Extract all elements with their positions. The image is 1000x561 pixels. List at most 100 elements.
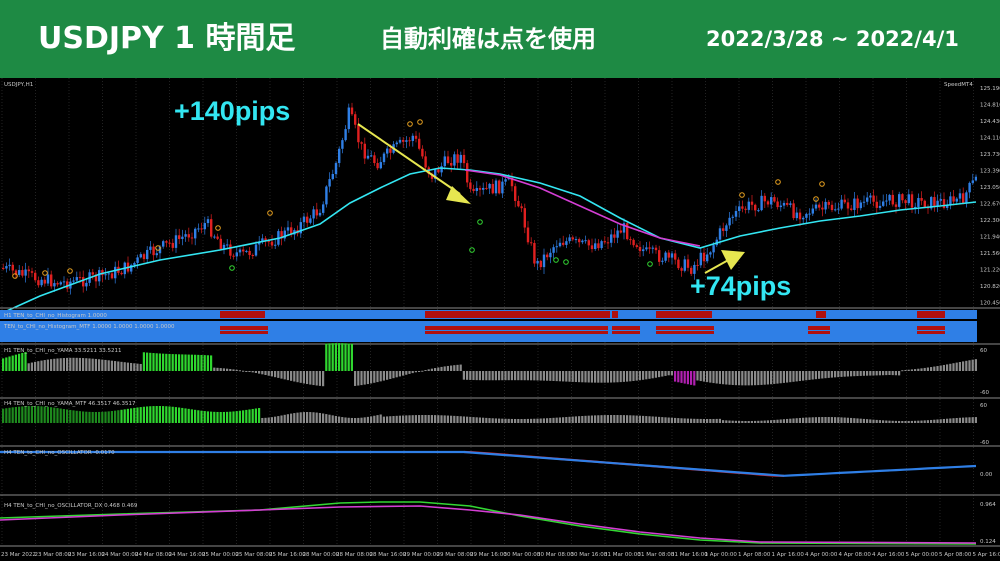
candle-body	[30, 271, 34, 273]
candle-body	[11, 264, 14, 271]
candle-body	[741, 206, 744, 209]
candle-body	[322, 204, 325, 213]
candle-body	[610, 234, 613, 243]
candle-body	[421, 148, 424, 157]
candle-body	[574, 239, 578, 241]
candle-body	[712, 245, 715, 253]
signal-dot	[813, 196, 819, 202]
oscillator-label: H4 TEN_to_CHI_no_OSCILLATOR -0.0170	[4, 450, 115, 456]
candle-body	[718, 228, 722, 240]
candle-body	[216, 236, 219, 239]
time-label: 31 Mar 00:00	[604, 552, 641, 558]
candle-body	[834, 209, 837, 211]
candle-body	[722, 228, 725, 231]
candle-body	[734, 211, 738, 217]
candle-body	[776, 201, 779, 208]
candle-body	[562, 242, 565, 245]
candle-body	[434, 169, 437, 179]
candle-body	[94, 274, 98, 282]
time-label: 24 Mar 16:00	[169, 552, 206, 558]
price-tick: 121.940	[980, 235, 1000, 241]
candle-body	[686, 259, 690, 268]
oscillator-dx-panel: H4 TEN_to_CHI_no_OSCILLATOR_DX 0.468 0.4…	[0, 494, 1000, 546]
title-banner: USDJPY 1 時間足 自動利確は点を使用 2022/3/28 ~ 2022/…	[0, 0, 1000, 78]
candle-body	[766, 201, 770, 205]
candle-body	[661, 260, 664, 262]
signal-dot	[42, 270, 48, 276]
candle-body	[827, 201, 830, 205]
yama-h1-tick-bottom: -60	[980, 390, 989, 396]
candle-body	[53, 283, 56, 287]
candle-body	[386, 148, 389, 154]
candle-body	[488, 183, 491, 189]
time-label: 28 Mar 08:00	[336, 552, 373, 558]
candle-body	[542, 254, 546, 268]
candle-body	[587, 240, 590, 246]
candle-body	[315, 209, 318, 216]
candle-body	[904, 200, 907, 204]
signal-dot	[267, 210, 273, 216]
candle-body	[821, 207, 824, 210]
candle-body	[590, 245, 594, 250]
candle-body	[203, 223, 206, 230]
candle-body	[360, 142, 363, 144]
oscillator-panel: H4 TEN_to_CHI_no_OSCILLATOR -0.0170 0.00	[0, 445, 1000, 495]
candle-body	[286, 227, 290, 231]
time-label: 23 Mar 2022	[1, 552, 36, 558]
candle-body	[376, 163, 379, 169]
candle-body	[453, 154, 456, 166]
candle-body	[270, 241, 274, 246]
candle-body	[72, 280, 75, 282]
candle-body	[389, 148, 392, 153]
time-label: 1 Apr 00:00	[705, 552, 738, 558]
candle-body	[46, 274, 50, 284]
candle-body	[251, 255, 254, 257]
candle-body	[280, 231, 283, 239]
price-tick: 120.450	[980, 301, 1000, 307]
candle-body	[946, 205, 949, 208]
time-label: 30 Mar 00:00	[504, 552, 541, 558]
candle-body	[882, 201, 885, 206]
candle-body	[133, 262, 136, 265]
signal-dot	[67, 268, 73, 274]
candle-body	[613, 234, 616, 238]
candle-body	[885, 200, 888, 202]
candle-body	[920, 198, 923, 201]
candle-body	[456, 154, 459, 163]
candle-body	[654, 247, 658, 251]
candle-body	[197, 228, 200, 230]
price-tick: 121.220	[980, 268, 1000, 274]
candle-body	[866, 197, 869, 202]
candle-body	[162, 241, 165, 247]
candle-body	[875, 201, 878, 208]
candle-body	[690, 267, 693, 274]
price-tick: 124.810	[980, 103, 1000, 109]
yama-h4-panel: H4 TEN_to_CHI_no_YAMA_MTF 46.3517 46.351…	[0, 397, 1000, 446]
candle-body	[8, 264, 11, 267]
candle-body	[872, 195, 875, 202]
candle-body	[50, 274, 53, 287]
candle-body	[520, 206, 523, 209]
candle-body	[568, 237, 571, 242]
candle-body	[2, 268, 5, 269]
candle-body	[402, 139, 405, 142]
candle-body	[805, 213, 808, 218]
candle-body	[411, 135, 414, 141]
signal-dot	[469, 247, 475, 253]
time-label: 4 Apr 00:00	[805, 552, 838, 558]
time-label: 4 Apr 08:00	[839, 552, 872, 558]
candle-body	[757, 210, 760, 212]
time-label: 5 Apr 08:00	[939, 552, 972, 558]
oscillator-dx-label: H4 TEN_to_CHI_no_OSCILLATOR_DX 0.468 0.4…	[4, 503, 138, 509]
candle-body	[194, 228, 197, 239]
candle-body	[165, 241, 168, 243]
candle-body	[62, 281, 66, 283]
candle-body	[107, 273, 110, 275]
candle-body	[699, 252, 702, 266]
price-tick: 120.820	[980, 284, 1000, 290]
candle-body	[667, 252, 670, 258]
candle-body	[18, 270, 21, 275]
candle-body	[446, 156, 450, 164]
candle-body	[773, 197, 776, 202]
mt4-chart[interactable]: 125.190 124.810 124.430 124.110 123.730 123.3…	[0, 78, 1000, 561]
